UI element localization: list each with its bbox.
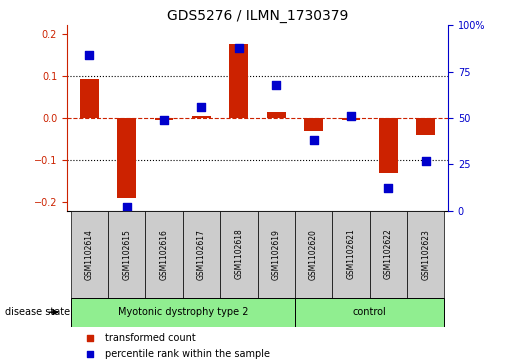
Point bbox=[384, 185, 392, 191]
Bar bbox=[108, 211, 145, 298]
Point bbox=[421, 158, 430, 163]
Bar bbox=[332, 211, 370, 298]
Bar bbox=[267, 112, 285, 118]
Bar bbox=[154, 118, 174, 120]
Bar bbox=[71, 298, 295, 327]
Text: Myotonic dystrophy type 2: Myotonic dystrophy type 2 bbox=[117, 307, 248, 317]
Text: percentile rank within the sample: percentile rank within the sample bbox=[105, 349, 270, 359]
Bar bbox=[379, 118, 398, 173]
Text: disease state: disease state bbox=[5, 307, 70, 317]
Point bbox=[123, 204, 131, 210]
Point bbox=[85, 351, 94, 357]
Text: GSM1102617: GSM1102617 bbox=[197, 229, 206, 280]
Text: GSM1102614: GSM1102614 bbox=[85, 229, 94, 280]
Bar bbox=[295, 211, 332, 298]
Text: control: control bbox=[353, 307, 386, 317]
Bar bbox=[258, 211, 295, 298]
Text: GSM1102620: GSM1102620 bbox=[309, 229, 318, 280]
Bar bbox=[304, 118, 323, 131]
Point bbox=[347, 113, 355, 119]
Bar bbox=[192, 116, 211, 118]
Bar bbox=[183, 211, 220, 298]
Bar bbox=[220, 211, 258, 298]
Point bbox=[85, 335, 94, 340]
Point bbox=[197, 104, 205, 110]
Bar bbox=[370, 211, 407, 298]
Text: GSM1102618: GSM1102618 bbox=[234, 229, 243, 280]
Bar bbox=[416, 118, 435, 135]
Point bbox=[235, 45, 243, 50]
Text: GSM1102615: GSM1102615 bbox=[122, 229, 131, 280]
Title: GDS5276 / ILMN_1730379: GDS5276 / ILMN_1730379 bbox=[167, 9, 348, 23]
Point bbox=[85, 52, 94, 58]
Bar bbox=[295, 298, 444, 327]
Point bbox=[272, 82, 280, 87]
Bar bbox=[117, 118, 136, 198]
Point bbox=[160, 117, 168, 123]
Bar bbox=[71, 211, 108, 298]
Text: GSM1102622: GSM1102622 bbox=[384, 229, 393, 280]
Text: transformed count: transformed count bbox=[105, 333, 196, 343]
Text: GSM1102616: GSM1102616 bbox=[160, 229, 168, 280]
Text: GSM1102623: GSM1102623 bbox=[421, 229, 430, 280]
Point bbox=[310, 137, 318, 143]
Bar bbox=[145, 211, 183, 298]
Text: GSM1102621: GSM1102621 bbox=[347, 229, 355, 280]
Text: GSM1102619: GSM1102619 bbox=[272, 229, 281, 280]
Bar bbox=[80, 79, 99, 118]
Bar bbox=[341, 118, 360, 120]
Bar bbox=[230, 44, 248, 118]
Bar bbox=[407, 211, 444, 298]
